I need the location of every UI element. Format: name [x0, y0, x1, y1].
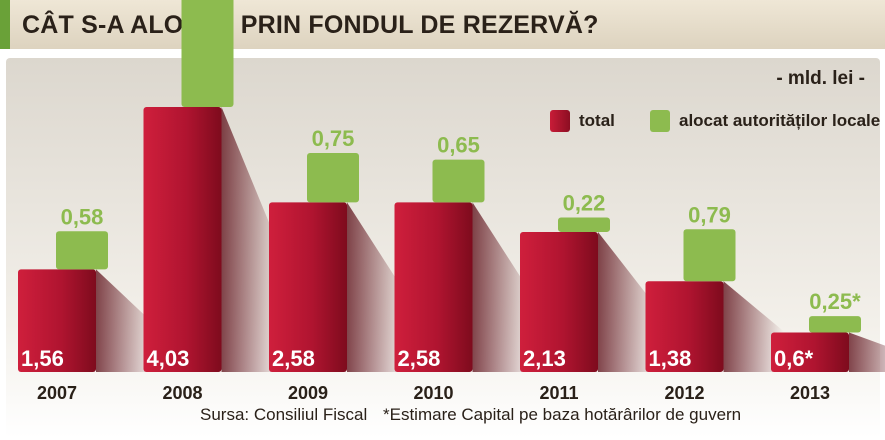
footnote: *Estimare Capital pe baza hotărârilor de…	[383, 405, 742, 424]
value-label-total-2013: 0,6*	[774, 346, 814, 371]
bar-local-2009	[307, 153, 359, 203]
bar-local-2011	[558, 217, 610, 232]
title-bar: CÂT S-A ALOCAT PRIN FONDUL DE REZERVĂ?	[0, 0, 885, 49]
value-label-local-2011: 0,22	[563, 190, 606, 215]
bar-shadow	[598, 231, 658, 372]
bar-local-2010	[432, 159, 485, 203]
value-label-local-2013: 0,25*	[809, 289, 861, 314]
legend-swatch-local	[650, 110, 670, 132]
bar-total-2012	[645, 281, 724, 372]
bar-local-2013	[809, 316, 861, 333]
value-label-total-2010: 2,58	[398, 346, 441, 371]
x-tick-label-2009: 2009	[288, 383, 328, 403]
x-tick-label-2012: 2012	[664, 383, 704, 403]
bar-total-2008	[143, 107, 222, 372]
value-label-total-2007: 1,56	[21, 346, 64, 371]
value-label-total-2012: 1,38	[649, 346, 692, 371]
bar-shadow	[221, 107, 282, 372]
bar-local-2007	[56, 231, 108, 270]
value-label-total-2008: 4,03	[147, 346, 190, 371]
x-tick-label-2008: 2008	[162, 383, 202, 403]
x-tick-label-2007: 2007	[37, 383, 77, 403]
legend-label-local: alocat autorităților locale	[679, 111, 881, 130]
bar-shadow	[347, 202, 407, 372]
bar-total-2013	[771, 332, 849, 372]
unit-label: - mld. lei -	[776, 68, 865, 89]
bar-total-2007	[18, 269, 96, 372]
x-tick-label-2013: 2013	[790, 383, 830, 403]
legend-item-local: alocat autorităților locale	[650, 108, 880, 134]
bar-shadow	[472, 202, 533, 372]
bar-total-2010	[394, 202, 473, 372]
bar-total-2009	[269, 202, 347, 372]
bar-shadow	[723, 281, 784, 372]
title-accent	[0, 0, 10, 49]
bar-shadow	[96, 269, 156, 372]
value-label-local-2010: 0,65	[437, 133, 480, 158]
bar-shadow	[849, 332, 885, 372]
source-note: Sursa: Consiliul Fiscal	[200, 405, 368, 424]
chart-title: CÂT S-A ALOCAT PRIN FONDUL DE REZERVĂ?	[22, 11, 599, 39]
value-label-total-2011: 2,13	[523, 346, 566, 371]
value-label-local-2007: 0,58	[61, 204, 104, 229]
x-tick-label-2011: 2011	[539, 383, 578, 403]
bar-local-2008	[181, 0, 234, 107]
legend-swatch-total	[550, 110, 570, 132]
bar-total-2011	[520, 231, 598, 372]
legend-item-total: total	[550, 108, 615, 134]
value-label-total-2009: 2,58	[272, 346, 315, 371]
value-label-local-2012: 0,79	[688, 202, 731, 227]
bar-local-2012	[683, 229, 736, 282]
legend-label-total: total	[579, 111, 615, 130]
value-label-local-2009: 0,75	[312, 126, 355, 151]
x-tick-label-2010: 2010	[413, 383, 453, 403]
